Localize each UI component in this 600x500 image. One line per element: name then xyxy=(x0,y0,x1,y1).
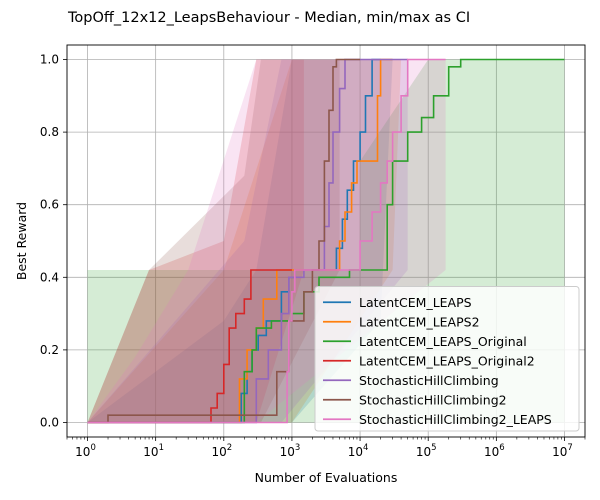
x-tick-label: 100 xyxy=(75,443,96,459)
legend-label: StochasticHillClimbing2_LEAPS xyxy=(359,412,552,427)
x-axis-label: Number of Evaluations xyxy=(255,470,398,485)
axes: 100 101 102 103 104 105 106 107 0.0 0.2 0.4 0.6 0.8 1… xyxy=(40,53,586,459)
min-max-band xyxy=(87,59,340,423)
x-tick-label: 104 xyxy=(348,443,369,459)
min-max-band xyxy=(87,59,304,423)
y-tick-label: 0.2 xyxy=(40,343,59,357)
legend-label: LatentCEM_LEAPS_Original2 xyxy=(359,353,535,368)
legend-label: LatentCEM_LEAPS2 xyxy=(359,314,480,329)
y-tick-label: 1.0 xyxy=(40,53,59,67)
median-line xyxy=(87,58,565,424)
legend: LatentCEM_LEAPS LatentCEM_LEAPS2 LatentCEM… xyxy=(314,286,580,432)
median-lines xyxy=(87,58,565,424)
legend-label: StochasticHillClimbing xyxy=(359,373,499,388)
x-tick-label: 106 xyxy=(484,443,505,459)
x-tick-label: 102 xyxy=(211,443,232,459)
legend-label: LatentCEM_LEAPS_Original xyxy=(359,334,527,349)
y-axis-label: Best Reward xyxy=(14,202,29,280)
x-tick-label: 105 xyxy=(416,443,437,459)
plot-frame xyxy=(66,44,586,438)
x-tick-label: 103 xyxy=(280,443,301,459)
x-tick-label: 107 xyxy=(552,443,573,459)
median-line xyxy=(87,58,446,424)
y-tick-label: 0.0 xyxy=(40,415,59,429)
y-tick-label: 0.4 xyxy=(40,270,59,284)
y-tick-label: 0.8 xyxy=(40,125,59,139)
chart-title: TopOff_12x12_LeapsBehaviour - Median, mi… xyxy=(67,10,470,26)
legend-label: LatentCEM_LEAPS xyxy=(359,295,472,310)
legend-box xyxy=(314,286,580,432)
y-tick-label: 0.6 xyxy=(40,198,59,212)
x-tick-label: 101 xyxy=(143,443,164,459)
median-line xyxy=(87,269,292,424)
legend-label: StochasticHillClimbing2 xyxy=(359,392,507,407)
